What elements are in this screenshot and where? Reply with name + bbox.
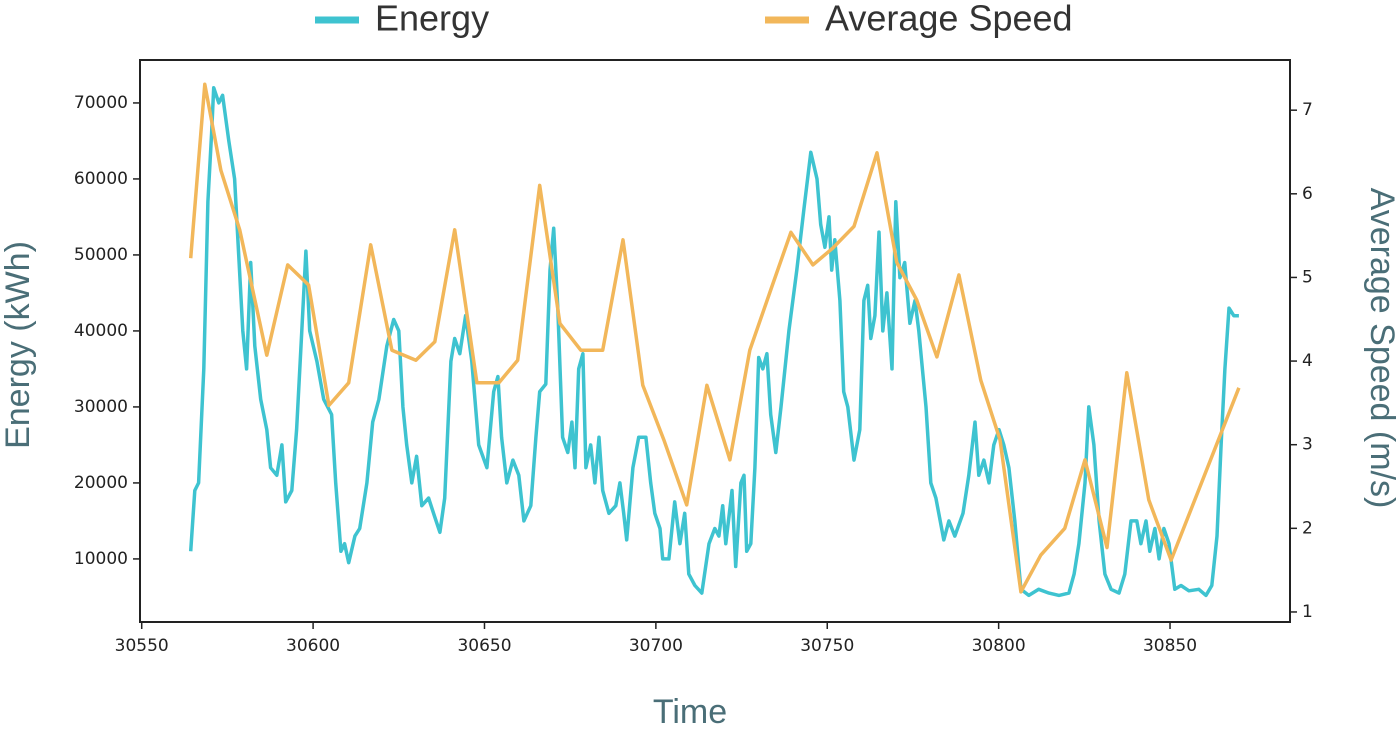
y-tick-label: 40000 — [74, 321, 128, 341]
y2-tick-label: 7 — [1302, 100, 1313, 120]
x-tick-label: 30600 — [286, 636, 340, 656]
y2-tick-label: 2 — [1302, 518, 1313, 538]
y-tick-label: 20000 — [74, 473, 128, 493]
x-tick-label: 30700 — [629, 636, 683, 656]
x-tick-label: 30550 — [115, 636, 169, 656]
legend-label: Average Speed — [825, 0, 1073, 39]
y-tick-label: 70000 — [74, 93, 128, 113]
y-tick-label: 50000 — [74, 245, 128, 265]
x-tick-label: 30650 — [457, 636, 511, 656]
y2-tick-label: 5 — [1302, 267, 1313, 287]
series-line — [188, 85, 1239, 598]
y2-tick-label: 3 — [1302, 435, 1313, 455]
y-tick-label: 60000 — [74, 169, 128, 189]
x-tick-label: 30800 — [972, 636, 1026, 656]
y2-tick-label: 4 — [1302, 351, 1313, 371]
y-tick-label: 30000 — [74, 397, 128, 417]
legend-label: Energy — [375, 0, 489, 39]
series-line — [188, 82, 1241, 594]
y2-tick-label: 6 — [1302, 184, 1313, 204]
y2-axis-title: Average Speed (m/s) — [1363, 188, 1400, 509]
x-tick-label: 30750 — [800, 636, 854, 656]
plot-frame — [139, 59, 1291, 623]
y-axis-title: Energy (kWh) — [0, 241, 37, 449]
x-tick-label: 30850 — [1143, 636, 1197, 656]
y-tick-label: 10000 — [74, 549, 128, 569]
x-axis-title: Time — [653, 693, 727, 731]
y2-tick-label: 1 — [1302, 602, 1313, 622]
